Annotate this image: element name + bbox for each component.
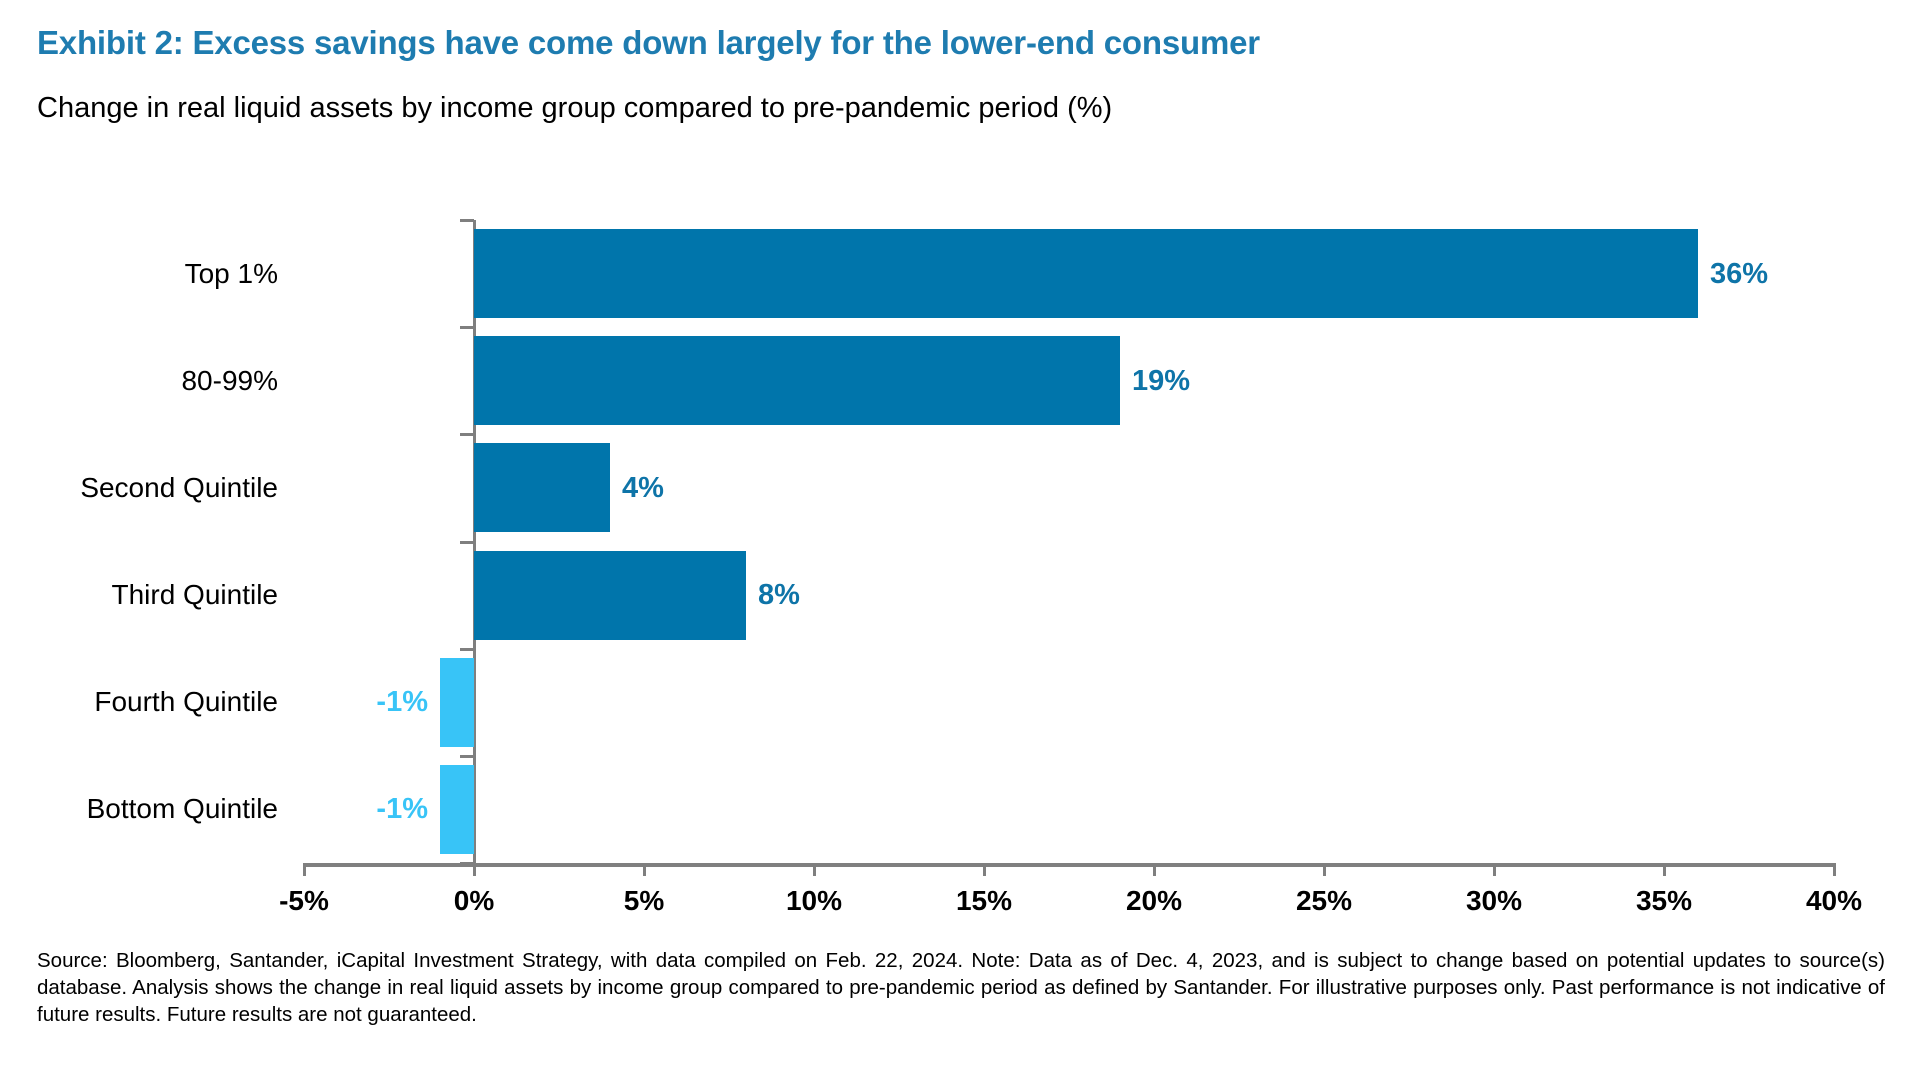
x-tick-label: 40% (1805, 885, 1863, 916)
y-tick (460, 326, 474, 330)
source-note: Source: Bloomberg, Santander, iCapital I… (37, 949, 1885, 1027)
x-tick-label: 25% (1295, 885, 1353, 916)
x-tick-label: 0% (453, 885, 495, 916)
x-tick (643, 863, 646, 876)
value-label: -1% (376, 793, 428, 826)
category-label: Second Quintile (80, 471, 278, 503)
category-label: 80-99% (181, 364, 278, 396)
x-tick (1833, 863, 1836, 876)
value-label: 36% (1710, 257, 1769, 290)
bar (474, 336, 1120, 426)
y-tick (460, 862, 474, 865)
x-tick (473, 863, 476, 876)
x-tick-label: 5% (623, 885, 665, 916)
x-tick (983, 863, 986, 876)
x-tick (303, 863, 306, 876)
y-axis-line (473, 220, 476, 863)
x-tick-label: 35% (1635, 885, 1693, 916)
category-label: Fourth Quintile (94, 686, 278, 718)
x-tick-label: -5% (279, 885, 329, 916)
x-tick (1663, 863, 1666, 876)
bar (474, 443, 610, 533)
bar (440, 764, 474, 854)
bar (474, 229, 1698, 319)
x-tick (1323, 863, 1326, 876)
value-label: 8% (758, 579, 800, 612)
category-label: Top 1% (184, 257, 278, 289)
chart-subtitle: Change in real liquid assets by income g… (37, 92, 1113, 124)
y-tick (460, 540, 474, 544)
y-tick (460, 433, 474, 437)
x-tick (1153, 863, 1156, 876)
y-tick (460, 754, 474, 758)
chart-title: Exhibit 2: Excess savings have come down… (37, 24, 1260, 61)
y-tick (460, 219, 474, 222)
x-tick-label: 20% (1125, 885, 1183, 916)
x-tick-label: 10% (785, 885, 843, 916)
bar (440, 657, 474, 747)
category-label: Third Quintile (111, 579, 278, 611)
value-label: 4% (622, 471, 664, 504)
value-label: 19% (1132, 364, 1191, 397)
x-tick (1493, 863, 1496, 876)
bar (474, 550, 746, 640)
y-tick (460, 647, 474, 651)
x-tick-label: 15% (955, 885, 1013, 916)
x-axis-line (304, 863, 1834, 867)
x-tick-label: 30% (1465, 885, 1523, 916)
value-label: -1% (376, 686, 428, 719)
category-label: Bottom Quintile (86, 793, 278, 825)
x-tick (813, 863, 816, 876)
